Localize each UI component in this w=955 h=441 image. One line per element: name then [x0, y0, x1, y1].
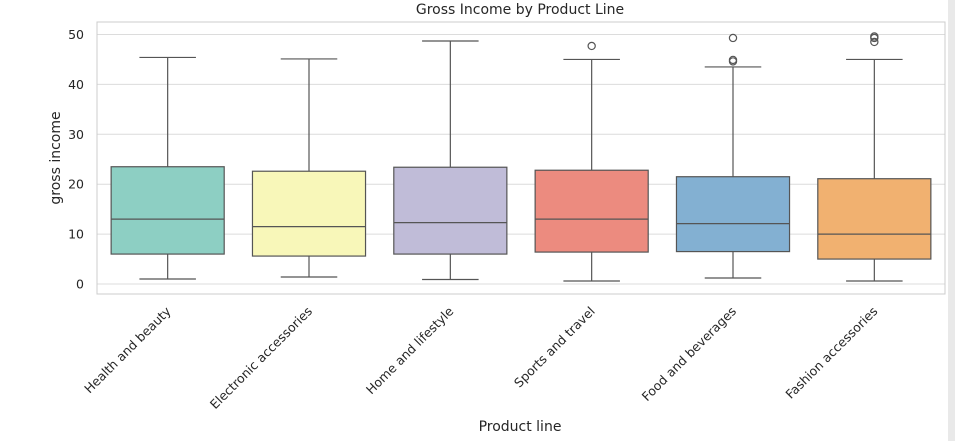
- outlier-point: [587, 41, 596, 51]
- grid-lines: [97, 33, 945, 285]
- y-tick-label: 40: [68, 77, 84, 92]
- x-tick-label: Sports and travel: [511, 304, 598, 391]
- chart-title: Gross Income by Product Line: [416, 2, 624, 18]
- box: [251, 170, 367, 257]
- box: [675, 176, 791, 253]
- y-tick-label: 20: [68, 177, 84, 192]
- box-group: [534, 41, 649, 282]
- box-group: [393, 40, 508, 281]
- y-axis-label: gross income: [48, 111, 64, 204]
- box: [393, 166, 508, 255]
- box: [817, 178, 932, 260]
- boxes: [110, 32, 932, 282]
- outlier-point: [870, 37, 879, 47]
- x-tick-label: Electronic accessories: [207, 304, 315, 412]
- y-tick-label: 50: [68, 27, 84, 42]
- plot-frame: [96, 21, 946, 295]
- x-tick-label: Health and beauty: [81, 303, 174, 396]
- x-tick-label: Food and beverages: [639, 304, 739, 404]
- box-group: [251, 58, 367, 278]
- y-tick-label: 30: [68, 127, 84, 142]
- x-tick-label: Fashion accessories: [782, 304, 880, 402]
- y-tick-label: 10: [68, 227, 84, 242]
- box: [110, 166, 225, 255]
- outlier-point: [728, 33, 738, 43]
- x-axis-ticks: Health and beauty Electronic accessories H…: [81, 303, 880, 412]
- scrollbar-track[interactable]: [948, 0, 955, 441]
- x-tick-label: Home and lifestyle: [363, 303, 457, 397]
- outlier-point: [728, 55, 738, 65]
- box-group: [110, 56, 225, 280]
- x-axis-label: Product line: [479, 419, 562, 435]
- y-tick-label: 0: [76, 277, 84, 292]
- y-axis-ticks: 0 10 20 30 40 50: [68, 27, 84, 292]
- box: [534, 169, 649, 253]
- outlier-point: [870, 32, 879, 41]
- box-group: [817, 32, 932, 282]
- box-group: [675, 33, 791, 279]
